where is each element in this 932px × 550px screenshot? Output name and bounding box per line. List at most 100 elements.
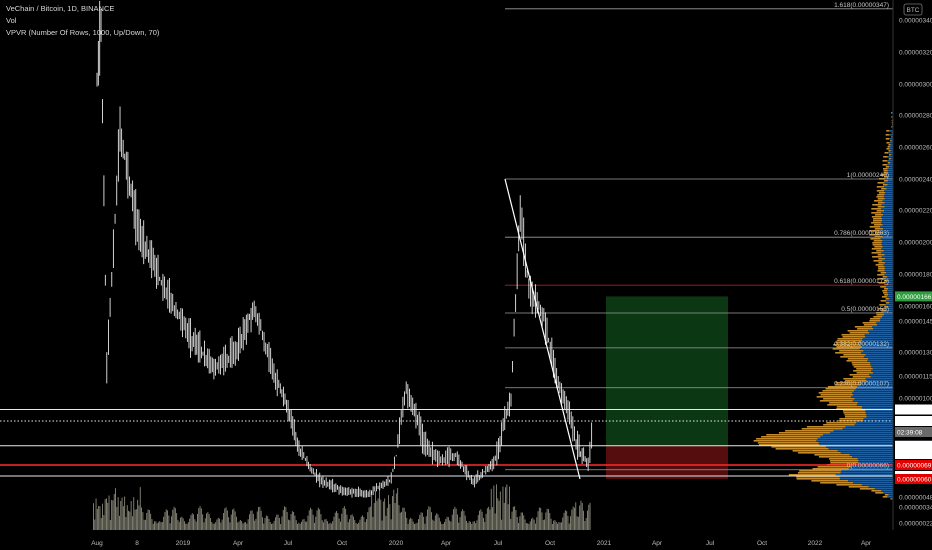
vp-down-bar — [873, 218, 883, 220]
volume-bar — [98, 506, 100, 530]
vp-up-bar — [865, 336, 893, 338]
volume-bar — [302, 519, 304, 530]
vp-up-bar — [888, 176, 893, 178]
vp-down-bar — [881, 296, 887, 298]
volume-bar — [252, 513, 254, 530]
vp-down-bar — [871, 248, 882, 250]
vp-down-bar — [877, 198, 885, 200]
vp-up-bar — [889, 146, 893, 148]
volume-bar — [301, 521, 302, 530]
volume-bar — [237, 522, 239, 530]
vp-up-bar — [872, 372, 893, 374]
volume-bar — [424, 523, 426, 530]
vp-down-bar — [830, 462, 859, 464]
volume-bar — [216, 519, 218, 530]
volume-bar — [359, 519, 361, 530]
volume-bar — [159, 521, 161, 530]
volume-bar — [349, 519, 350, 530]
vp-up-bar — [883, 314, 893, 316]
vp-down-bar — [886, 142, 890, 144]
vp-up-bar — [865, 378, 893, 380]
volume-bar — [501, 519, 503, 530]
vp-up-bar — [884, 202, 893, 204]
vp-down-bar — [788, 474, 836, 476]
time-axis[interactable]: Aug 8 2019 Apr Jul Oct 2020 Apr Jul Oct 2021 Apr Jul… — [91, 540, 872, 547]
vp-up-bar — [881, 220, 893, 222]
vp-down-bar — [872, 242, 882, 244]
volume-bar — [438, 517, 440, 530]
volume-bar — [390, 519, 392, 530]
volume-bar — [142, 512, 144, 530]
volume-bar — [285, 507, 287, 530]
vp-up-bar — [884, 198, 893, 200]
volume-bar — [124, 496, 126, 530]
vp-down-bar — [877, 206, 885, 208]
vp-up-bar — [823, 434, 893, 436]
volume-bar — [243, 522, 245, 530]
vp-up-bar — [852, 400, 893, 402]
vp-up-bar — [881, 242, 893, 244]
vp-down-bar — [837, 338, 863, 340]
vp-down-bar — [884, 294, 889, 296]
vp-down-bar — [891, 116, 893, 118]
volume-bar — [444, 521, 445, 530]
vp-down-bar — [878, 262, 885, 264]
volume-bar — [486, 508, 488, 530]
vp-up-bar — [890, 144, 893, 146]
vp-up-bar — [870, 364, 893, 366]
volume-bar — [158, 522, 159, 530]
vp-up-bar — [876, 324, 893, 326]
vp-up-bar — [854, 424, 893, 426]
stop-loss-zone[interactable] — [606, 445, 728, 479]
volume-bar — [169, 523, 171, 530]
volume-bar — [373, 502, 375, 530]
volume-bar — [468, 521, 470, 530]
volume-bar — [570, 516, 571, 530]
downtrend-line[interactable] — [504, 178, 581, 480]
vp-up-bar — [884, 254, 893, 256]
volume-bar — [297, 523, 298, 530]
volume-bar — [311, 509, 313, 530]
volume-bar — [225, 507, 227, 530]
volume-bar — [141, 507, 142, 530]
vp-down-bar — [877, 202, 885, 204]
vpvr-indicator-label[interactable]: VPVR (Number Of Rows, 1000, Up/Down, 70) — [6, 28, 160, 37]
volume-bar — [434, 515, 436, 530]
volume-bar — [103, 515, 105, 530]
vp-up-bar — [880, 222, 893, 224]
vp-up-bar — [881, 216, 893, 218]
vp-down-bar — [872, 204, 882, 206]
currency-badge[interactable]: BTC — [903, 3, 923, 16]
volume-bar — [255, 518, 257, 530]
symbol-title[interactable]: VeChain / Bitcoin, 1D, BINANCE — [6, 4, 115, 13]
volume-bar — [186, 523, 188, 530]
volume-bar — [242, 523, 244, 530]
vp-up-bar — [858, 460, 893, 462]
vp-up-bar — [886, 310, 893, 312]
vp-up-bar — [888, 306, 893, 308]
profit-zone[interactable] — [606, 296, 728, 446]
volume-bar — [111, 499, 113, 530]
volume-indicator-label[interactable]: Vol — [6, 16, 17, 25]
vp-up-bar — [868, 486, 893, 488]
vp-down-bar — [881, 188, 887, 190]
vp-up-bar — [887, 290, 893, 292]
vp-down-bar — [887, 162, 891, 164]
vp-up-bar — [857, 402, 893, 404]
volume-bar — [298, 522, 300, 530]
vp-down-bar — [835, 352, 862, 354]
volume-bar — [354, 520, 356, 530]
volume-bar — [515, 510, 517, 530]
volume-bars — [93, 484, 591, 530]
volume-bar — [584, 520, 586, 530]
volume-bar — [291, 511, 293, 530]
vp-down-bar — [836, 406, 863, 408]
horizontal-levels — [0, 409, 893, 477]
fib-level-label: 0.786(0.00000203) — [834, 230, 889, 237]
vp-up-bar — [882, 316, 893, 318]
x-tick-label: Apr — [861, 540, 872, 547]
trendline[interactable] — [504, 178, 581, 480]
volume-bar — [498, 500, 500, 530]
volume-bar — [380, 499, 382, 530]
